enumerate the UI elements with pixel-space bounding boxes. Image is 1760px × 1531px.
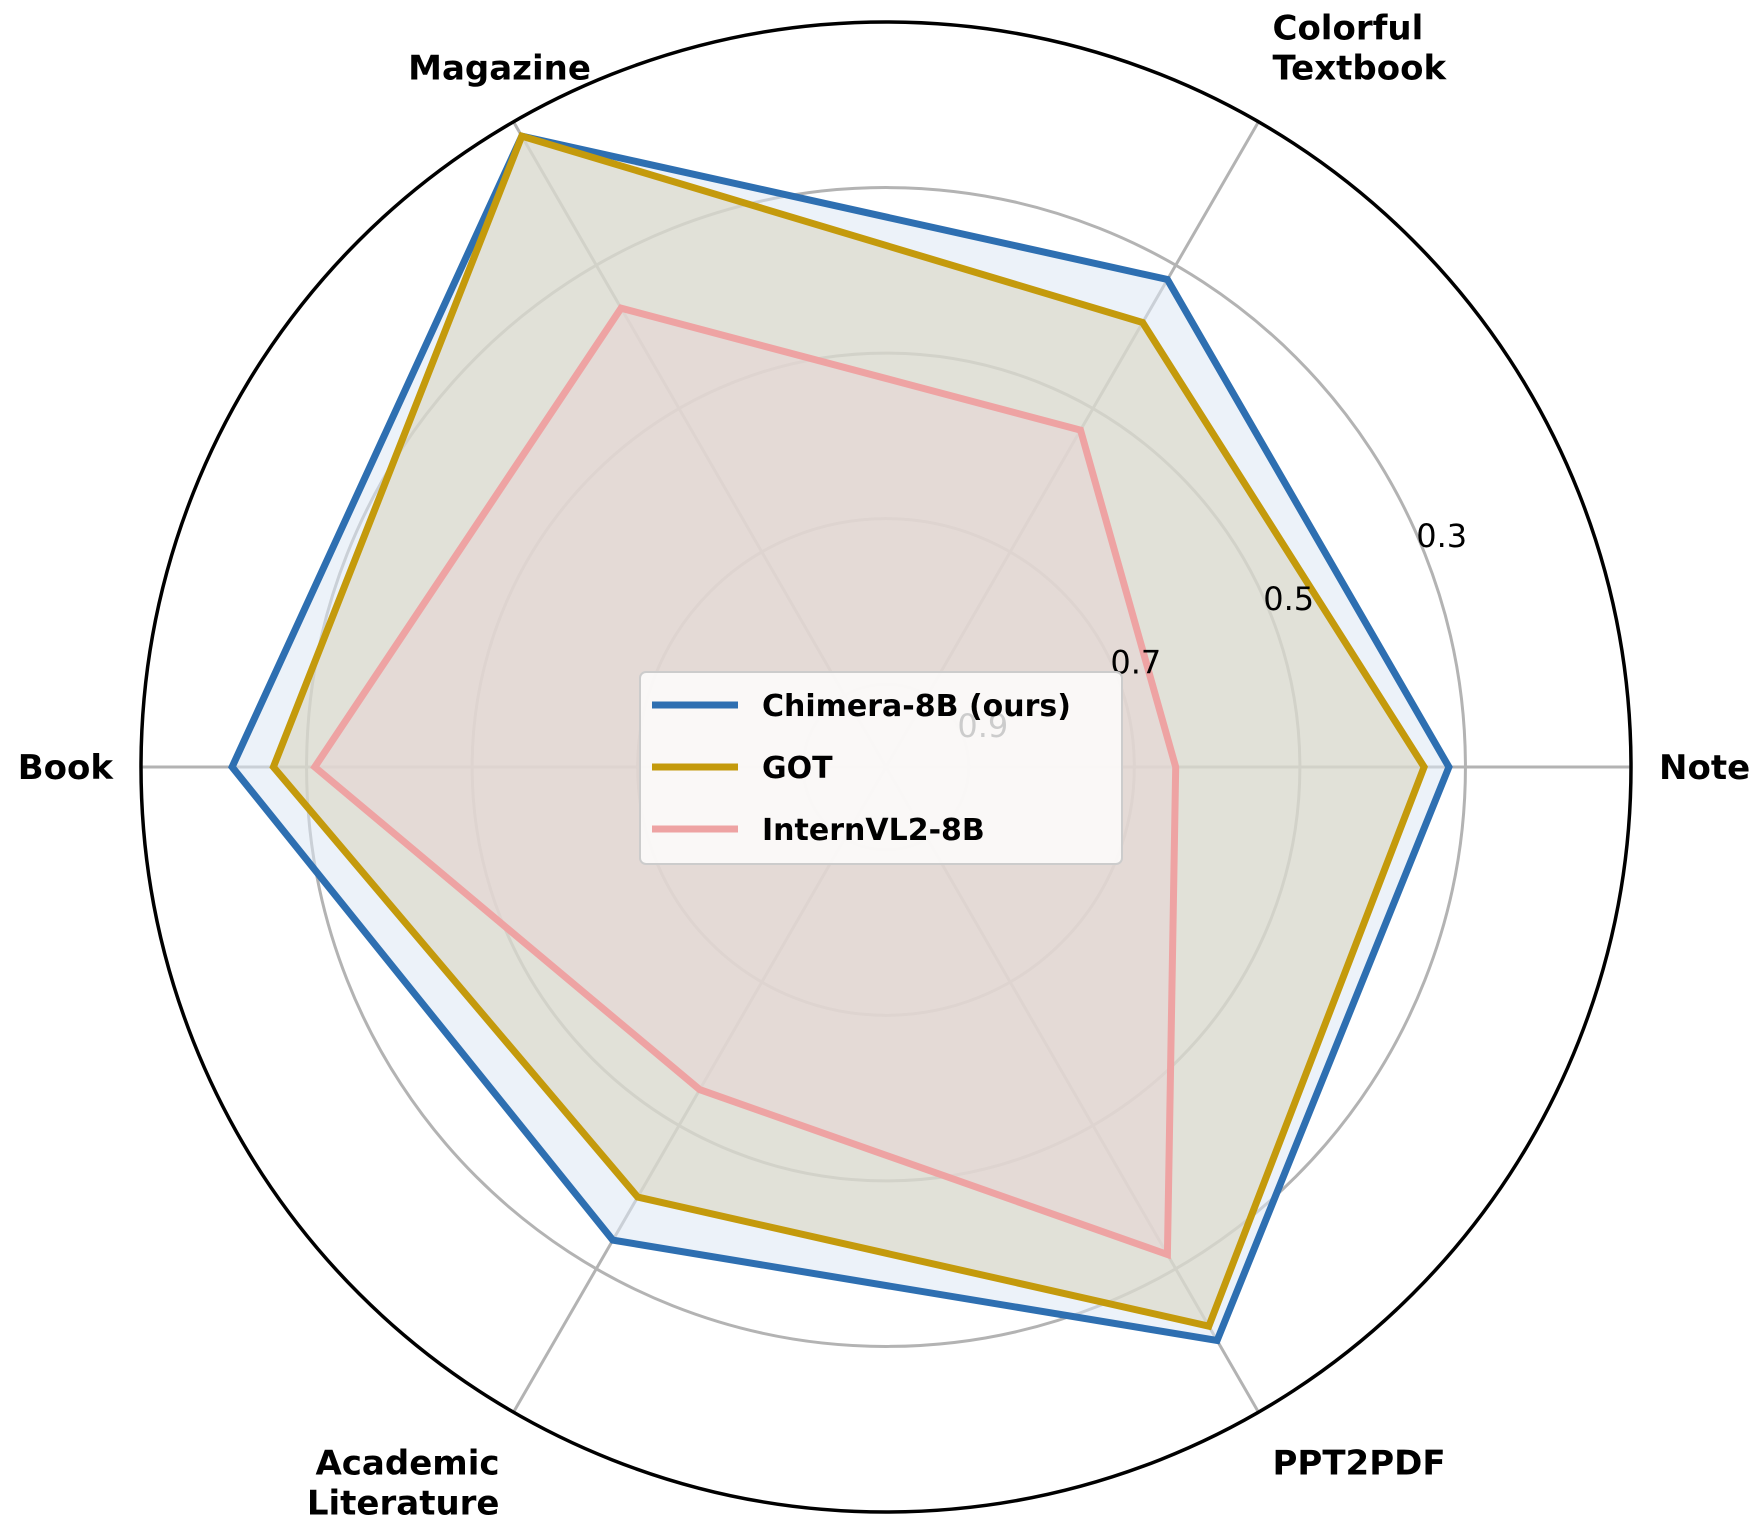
category-label-4: Academic Literature bbox=[307, 1443, 500, 1523]
category-label-1: Colorful Textbook bbox=[1273, 9, 1448, 89]
outer-frame bbox=[139, 20, 1633, 1514]
series-line-0 bbox=[228, 132, 1453, 1345]
category-label-2: Magazine bbox=[408, 49, 591, 89]
category-label-3: Book bbox=[18, 748, 115, 788]
legend-label-1: GOT bbox=[762, 751, 833, 786]
legend-label-0: Chimera-8B (ours) bbox=[762, 689, 1071, 724]
category-label-0: Note bbox=[1659, 748, 1750, 788]
series-line-2 bbox=[310, 304, 1180, 1260]
category-label-5: PPT2PDF bbox=[1273, 1443, 1446, 1483]
legend-label-2: InternVL2-8B bbox=[762, 813, 985, 848]
series-lines bbox=[228, 131, 1453, 1345]
category-labels: Note Colorful Textbook Magazine Book Academic… bbox=[18, 9, 1750, 1524]
series-line-1 bbox=[269, 131, 1428, 1331]
radial-tick-2: 0.5 bbox=[1263, 580, 1314, 618]
radial-tick-3: 0.3 bbox=[1416, 517, 1467, 555]
legend-box bbox=[639, 671, 1123, 865]
legend: Chimera-8B (ours) GOT InternVL2-8B bbox=[639, 671, 1123, 865]
